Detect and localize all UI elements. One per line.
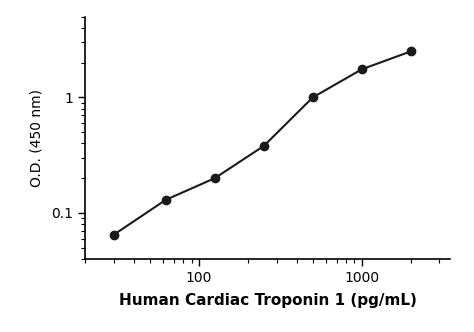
Y-axis label: O.D. (450 nm): O.D. (450 nm) bbox=[29, 89, 43, 187]
X-axis label: Human Cardiac Troponin 1 (pg/mL): Human Cardiac Troponin 1 (pg/mL) bbox=[119, 293, 417, 308]
